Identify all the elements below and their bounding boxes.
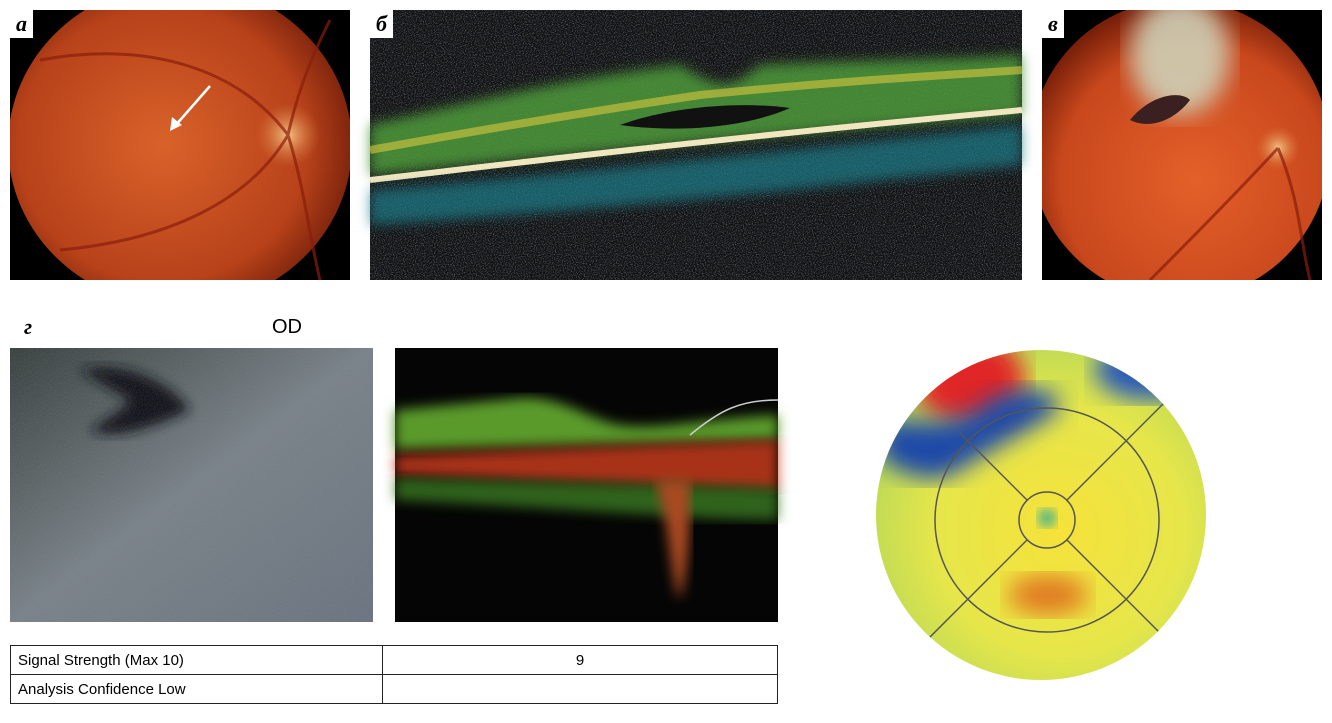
eye-label: OD (272, 316, 302, 339)
oct-scan-b (370, 10, 1022, 280)
table-cell: Analysis Confidence Low (11, 675, 383, 704)
fundus-photo-c (1030, 0, 1330, 300)
table-row: Signal Strength (Max 10) 9 (11, 646, 778, 675)
oct-scan-d (395, 348, 778, 622)
table-cell (383, 675, 778, 704)
table-row: Analysis Confidence Low (11, 675, 778, 704)
panel-label: в (1042, 10, 1064, 38)
panel-label: б (370, 10, 393, 38)
table-cell: 9 (383, 646, 778, 675)
scan-quality-table: Signal Strength (Max 10) 9 Analysis Conf… (10, 645, 778, 704)
panel-label: г (18, 313, 38, 341)
figure-graphics (0, 0, 1332, 723)
page: {"panels": {"a": "а", "b": "б", "c": "в"… (0, 0, 1332, 723)
thickness-map (870, 335, 1215, 685)
table-cell: Signal Strength (Max 10) (11, 646, 383, 675)
fundus-photo-a (8, 0, 352, 307)
panel-label: а (10, 10, 33, 38)
fundus-scan-d (10, 348, 373, 622)
